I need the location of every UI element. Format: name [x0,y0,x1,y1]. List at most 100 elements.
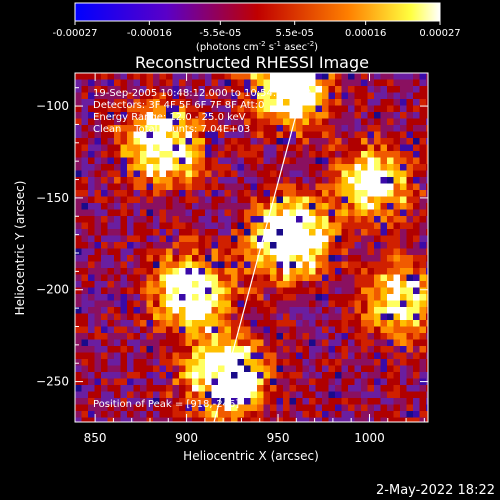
heatmap-cell [393,125,401,132]
heatmap-cell [276,242,284,249]
heatmap-cell [341,404,349,412]
heatmap-cell [374,242,381,249]
heatmap-cell [250,372,258,379]
heatmap-cell [335,79,342,87]
heatmap-cell [179,404,186,412]
heatmap-cell [354,307,362,314]
heatmap-cell [94,359,102,366]
heatmap-cell [354,333,362,340]
heatmap-cell [348,391,355,399]
heatmap-cell [231,209,238,217]
heatmap-cell [179,320,186,327]
heatmap-cell [341,378,349,386]
heatmap-cell [211,300,219,308]
heatmap-cell [361,398,368,405]
heatmap-cell [296,183,303,191]
heatmap-cell [309,112,316,119]
heatmap-cell [302,411,310,418]
heatmap-cell [244,92,251,100]
heatmap-cell [309,372,316,379]
heatmap-cell [211,86,219,93]
heatmap-cell [328,190,336,197]
heatmap-cell [374,261,381,269]
heatmap-cell [192,313,199,321]
heatmap-cell [133,294,141,301]
heatmap-cell [153,229,160,236]
heatmap-cell [107,190,115,197]
heatmap-cell [367,333,375,340]
heatmap-cell [81,261,89,269]
heatmap-cell [81,404,89,412]
heatmap-cell [335,216,342,223]
heatmap-cell [192,339,199,347]
heatmap-cell [140,183,147,191]
heatmap-cell [211,333,219,340]
heatmap-cell [153,105,160,113]
heatmap-cell [205,203,212,210]
heatmap-cell [257,320,264,327]
heatmap-cell [88,398,95,405]
heatmap-cell [114,404,121,412]
heatmap-cell [413,352,420,360]
heatmap-cell [361,242,368,249]
heatmap-cell [192,79,199,87]
heatmap-cell [380,216,388,223]
heatmap-cell [237,209,245,217]
heatmap-cell [413,365,420,373]
heatmap-cell [315,326,323,334]
heatmap-cell [302,138,310,145]
heatmap-cell [283,112,290,119]
heatmap-cell [133,105,141,113]
heatmap-cell [179,151,186,158]
heatmap-cell [75,385,82,392]
heatmap-cell [426,242,428,249]
heatmap-cell [211,242,219,249]
y-axis-label: Heliocentric Y (arcsec) [13,181,27,316]
heatmap-cell [393,79,401,87]
heatmap-cell [81,190,89,197]
heatmap-cell [153,333,160,340]
heatmap-cell [81,359,89,366]
heatmap-cell [140,365,147,373]
heatmap-cell [361,196,368,204]
heatmap-cell [419,222,427,230]
heatmap-cell [257,365,264,373]
heatmap-cell [140,404,147,412]
heatmap-cell [348,339,355,347]
heatmap-cell [263,203,271,210]
heatmap-cell [120,131,128,139]
heatmap-cell [276,216,284,223]
heatmap-cell [276,294,284,301]
heatmap-cell [218,274,225,282]
heatmap-cell [94,242,102,249]
heatmap-cell [380,359,388,366]
heatmap-cell [289,190,297,197]
heatmap-cell [289,196,297,204]
heatmap-cell [231,398,238,405]
heatmap-cell [283,248,290,256]
heatmap-cell [374,287,381,295]
heatmap-cell [120,138,128,145]
heatmap-cell [250,164,258,171]
heatmap-cell [309,151,316,158]
heatmap-cell [166,359,173,366]
heatmap-cell [354,209,362,217]
heatmap-cell [387,307,394,314]
chart-title: Reconstructed RHESSI Image [135,53,369,72]
heatmap-cell [393,170,401,178]
heatmap-cell [153,307,160,314]
heatmap-cell [218,125,225,132]
heatmap-cell [153,125,160,132]
heatmap-cell [276,138,284,145]
heatmap-cell [153,385,160,392]
heatmap-cell [374,398,381,405]
heatmap-cell [185,235,193,243]
heatmap-cell [192,164,199,171]
heatmap-cell [101,209,108,217]
heatmap-cell [224,209,232,217]
heatmap-cell [198,164,206,171]
heatmap-cell [244,229,251,236]
heatmap-cell [374,404,381,412]
heatmap-cell [211,125,219,132]
heatmap-cell [309,411,316,418]
